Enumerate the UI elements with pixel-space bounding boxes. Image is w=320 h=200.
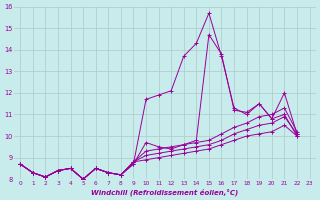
X-axis label: Windchill (Refroidissement éolien,°C): Windchill (Refroidissement éolien,°C) [91,188,238,196]
